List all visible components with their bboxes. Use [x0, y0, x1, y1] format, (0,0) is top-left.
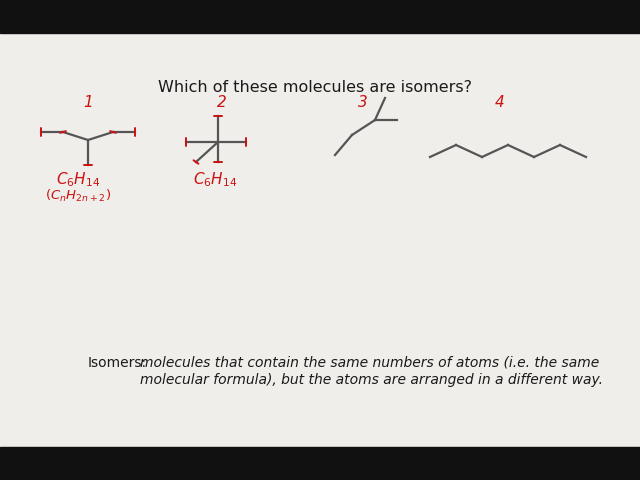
Text: molecular formula), but the atoms are arranged in a different way.: molecular formula), but the atoms are ar… — [140, 373, 603, 387]
Text: 3: 3 — [358, 95, 368, 110]
Text: Which of these molecules are isomers?: Which of these molecules are isomers? — [158, 80, 472, 95]
Bar — [0, 447, 640, 480]
Text: $C_6H_{14}$: $C_6H_{14}$ — [56, 171, 100, 189]
Text: molecules that contain the same numbers of atoms (i.e. the same: molecules that contain the same numbers … — [140, 356, 599, 370]
Text: Isomers:: Isomers: — [88, 356, 147, 370]
Text: 2: 2 — [217, 95, 227, 110]
Text: 1: 1 — [83, 95, 93, 110]
Text: $(C_nH_{2n+2})$: $(C_nH_{2n+2})$ — [45, 188, 111, 204]
Text: 4: 4 — [495, 95, 505, 110]
Text: $C_6H_{14}$: $C_6H_{14}$ — [193, 171, 237, 189]
Bar — [0, 0, 640, 33]
